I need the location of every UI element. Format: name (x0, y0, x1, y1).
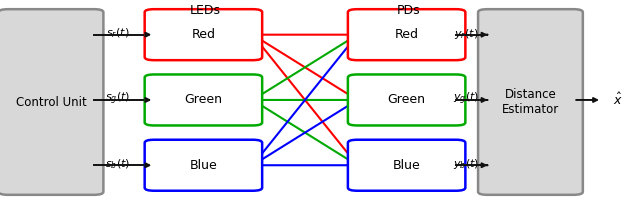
Text: Blue: Blue (189, 159, 218, 172)
Text: PDs: PDs (396, 4, 420, 17)
FancyBboxPatch shape (348, 140, 465, 191)
Text: Distance
Estimator: Distance Estimator (502, 88, 559, 116)
FancyBboxPatch shape (145, 9, 262, 60)
FancyBboxPatch shape (348, 9, 465, 60)
Text: $s_b(t)$: $s_b(t)$ (106, 157, 131, 171)
Text: Red: Red (191, 28, 216, 41)
FancyBboxPatch shape (348, 74, 465, 125)
Text: $y_b(t)$: $y_b(t)$ (453, 157, 479, 171)
Text: LEDs: LEDs (189, 4, 221, 17)
FancyBboxPatch shape (478, 9, 583, 195)
Text: Green: Green (388, 93, 426, 106)
FancyBboxPatch shape (145, 140, 262, 191)
Text: $y_g(t)$: $y_g(t)$ (453, 91, 479, 107)
Text: $\hat{x}$: $\hat{x}$ (613, 92, 623, 108)
Text: $s_r(t)$: $s_r(t)$ (106, 27, 130, 40)
Text: Green: Green (184, 93, 223, 106)
Text: $y_r(t)$: $y_r(t)$ (454, 27, 478, 41)
Text: Blue: Blue (393, 159, 420, 172)
FancyBboxPatch shape (145, 74, 262, 125)
Text: Control Unit: Control Unit (15, 95, 86, 109)
FancyBboxPatch shape (0, 9, 104, 195)
Text: Red: Red (395, 28, 419, 41)
Text: $s_g(t)$: $s_g(t)$ (106, 91, 131, 107)
